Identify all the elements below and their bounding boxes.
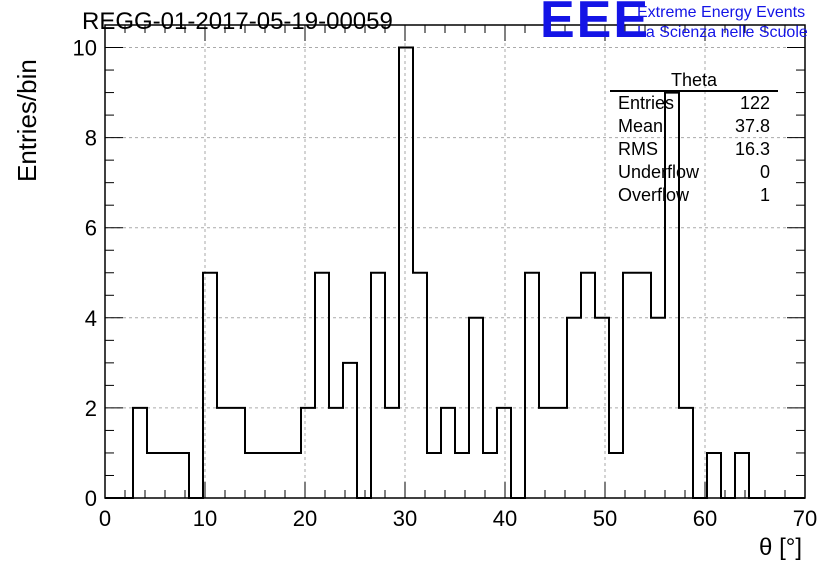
stats-value: 1	[759, 185, 770, 205]
stats-row-mean: Mean 37.8	[610, 115, 778, 138]
histogram-bin	[707, 453, 721, 498]
logo-line-2: La Scienza nelle Scuole	[637, 24, 808, 41]
histogram-bin	[595, 318, 609, 498]
histogram-bin	[259, 453, 273, 498]
histogram-bin	[301, 408, 315, 498]
logo-line-1: Extreme Energy Events	[637, 4, 806, 21]
y-tick-label: 6	[85, 216, 97, 241]
y-tick-label: 4	[85, 306, 97, 331]
histogram-bin	[441, 408, 455, 498]
histogram-bin	[525, 273, 539, 498]
stats-label: Underflow	[618, 162, 700, 182]
stats-value: 122	[739, 93, 770, 113]
chart-title: REGG-01-2017-05-19-00059	[82, 8, 393, 35]
x-tick-label: 50	[593, 506, 617, 531]
stats-label: RMS	[618, 139, 658, 159]
stats-label: Mean	[618, 116, 664, 136]
stats-row-underflow: Underflow 0	[610, 161, 778, 184]
stats-box: Theta Entries 122 Mean 37.8 RMS 16.3 Und…	[610, 70, 778, 207]
histogram-bin	[413, 273, 427, 498]
eee-logo: EEE	[540, 0, 651, 49]
stats-label: Overflow	[618, 185, 690, 205]
histogram-bin	[427, 453, 441, 498]
x-axis-label: θ [°]	[759, 534, 802, 561]
y-tick-label: 2	[85, 396, 97, 421]
histogram-bin	[735, 453, 749, 498]
x-tick-label: 0	[99, 506, 111, 531]
histogram-bin	[231, 408, 245, 498]
x-tick-label: 60	[693, 506, 717, 531]
x-tick-label: 10	[193, 506, 217, 531]
histogram-bin	[497, 408, 511, 498]
histogram-step-line	[105, 46, 805, 499]
histogram-bin	[553, 408, 567, 498]
x-tick-label: 20	[293, 506, 317, 531]
x-tick-label: 40	[493, 506, 517, 531]
histogram-bin	[581, 273, 595, 498]
histogram-bin	[609, 453, 623, 498]
stats-row-entries: Entries 122	[610, 92, 778, 115]
histogram-bin	[217, 408, 231, 498]
stats-row-overflow: Overflow 1	[610, 184, 778, 207]
histogram-bin	[161, 453, 175, 498]
histogram-bin	[175, 453, 189, 498]
histogram-bin	[455, 453, 469, 498]
stats-value: 37.8	[734, 116, 770, 136]
histogram-bin	[315, 273, 329, 498]
histogram-bin	[245, 453, 259, 498]
histogram-bin	[385, 408, 399, 498]
histogram-bin	[343, 363, 357, 498]
histogram-bin	[637, 273, 651, 498]
stats-value: 16.3	[734, 139, 770, 159]
histogram-bin	[287, 453, 301, 498]
histogram-bin	[539, 408, 553, 498]
stats-title: Theta	[610, 70, 778, 92]
histogram-bin	[329, 408, 343, 498]
histogram-bin	[469, 318, 483, 498]
plot-frame	[104, 24, 806, 499]
stats-row-rms: RMS 16.3	[610, 138, 778, 161]
histogram-bin	[133, 408, 147, 498]
histogram-bin	[567, 318, 581, 498]
y-tick-label: 8	[85, 126, 97, 151]
x-tick-label: 30	[393, 506, 417, 531]
histogram-bin	[147, 453, 161, 498]
x-tick-label: 70	[793, 506, 817, 531]
y-axis-label: Entries/bin	[12, 59, 42, 182]
histogram-bin	[371, 273, 385, 498]
histogram-bin	[651, 318, 665, 498]
histogram-bin	[399, 48, 413, 498]
y-tick-label: 0	[85, 486, 97, 511]
y-tick-label: 10	[73, 36, 97, 61]
stats-value: 0	[759, 162, 770, 182]
histogram-bin	[203, 273, 217, 498]
stats-label: Entries	[618, 93, 675, 113]
histogram-bin	[679, 408, 693, 498]
histogram-bin	[623, 273, 637, 498]
